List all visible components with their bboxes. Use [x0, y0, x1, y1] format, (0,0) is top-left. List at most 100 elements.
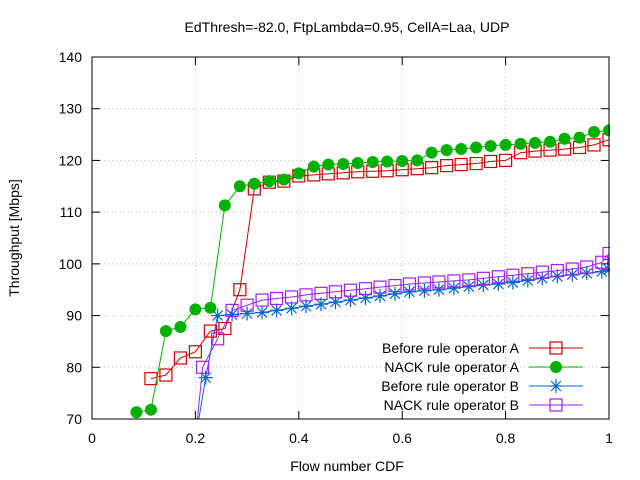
data-point — [446, 281, 461, 296]
data-point — [514, 137, 527, 150]
data-point — [580, 260, 594, 274]
data-point — [284, 301, 299, 316]
data-point — [211, 332, 225, 346]
data-point — [343, 283, 358, 297]
data-point — [476, 271, 490, 285]
y-tick-label: 90 — [66, 308, 82, 324]
legend-item: Before rule operator B — [381, 378, 583, 394]
data-point — [491, 270, 505, 284]
chart-title: EdThresh=-82.0, FtpLambda=0.95, CellA=La… — [185, 19, 510, 35]
data-point — [499, 153, 513, 168]
data-point — [196, 360, 210, 374]
x-axis-label: Flow number CDF — [290, 458, 404, 474]
data-point — [240, 298, 254, 312]
y-tick-label: 100 — [59, 256, 83, 272]
grid-lines — [92, 57, 609, 419]
x-tick-label: 0.6 — [392, 430, 412, 446]
data-point — [351, 157, 364, 170]
series-line — [150, 139, 610, 380]
data-point — [255, 305, 270, 320]
data-point — [402, 284, 417, 299]
data-point — [455, 143, 468, 156]
data-point — [269, 303, 284, 318]
data-point — [299, 288, 313, 302]
data-point — [387, 286, 402, 301]
legend-item: NACK rule operator B — [384, 397, 583, 413]
series-1 — [144, 133, 610, 386]
data-point — [529, 136, 542, 149]
legend-label: NACK rule operator B — [384, 397, 519, 413]
data-point — [558, 132, 571, 145]
legend-marker — [549, 379, 563, 393]
data-point — [402, 277, 417, 291]
data-point — [358, 290, 373, 305]
data-point — [277, 173, 290, 186]
data-point — [506, 268, 520, 282]
data-point — [594, 264, 609, 279]
data-point — [396, 154, 409, 167]
data-point — [381, 155, 394, 168]
legend-label: Before rule operator B — [381, 378, 519, 394]
y-tick-label: 80 — [66, 359, 82, 375]
data-point — [476, 278, 491, 293]
data-point — [535, 265, 549, 279]
series-layer — [130, 124, 610, 419]
plot-frame — [91, 56, 610, 420]
data-point — [307, 160, 320, 173]
data-point — [461, 279, 476, 294]
data-point — [372, 288, 387, 303]
y-tick-label: 120 — [59, 152, 83, 168]
series-2 — [130, 124, 610, 419]
data-point — [603, 124, 610, 137]
data-point — [411, 154, 424, 167]
data-point — [484, 154, 498, 169]
x-tick-label: 0.2 — [186, 430, 206, 446]
data-point — [188, 345, 202, 359]
legend-item: Before rule operator A — [382, 340, 583, 356]
data-point — [240, 306, 255, 321]
legend-marker — [550, 361, 562, 373]
data-point — [343, 293, 358, 308]
data-point — [210, 308, 225, 323]
data-point — [417, 276, 432, 290]
data-point — [218, 199, 231, 212]
data-point — [248, 177, 261, 190]
data-point — [159, 325, 172, 338]
series-line — [196, 253, 610, 419]
data-point — [203, 324, 217, 338]
y-tick-label: 130 — [59, 101, 83, 117]
data-point — [550, 263, 564, 278]
data-point — [587, 138, 601, 152]
data-point — [440, 159, 454, 173]
data-point — [189, 303, 202, 316]
legend: Before rule operator A NACK rule operator… — [381, 340, 583, 413]
y-tick-label: 110 — [60, 204, 83, 220]
axis-ticks: 0 0.2 0.4 0.6 0.8 1 70 80 90 100 110 120 130 140 — [59, 49, 613, 446]
data-point — [454, 157, 468, 172]
data-point — [440, 144, 453, 157]
data-point — [366, 155, 379, 168]
data-point — [314, 286, 328, 300]
data-point — [198, 370, 213, 385]
data-point — [565, 262, 579, 276]
data-point — [462, 273, 476, 287]
data-point — [432, 275, 446, 289]
data-point — [225, 303, 239, 317]
data-point — [425, 146, 438, 159]
data-point — [573, 131, 586, 144]
x-tick-label: 1 — [605, 430, 613, 446]
data-point — [292, 167, 305, 180]
data-point — [431, 282, 446, 297]
data-point — [299, 299, 314, 314]
data-point — [144, 403, 157, 416]
data-point — [358, 282, 373, 296]
data-point — [469, 156, 483, 171]
data-point — [218, 321, 232, 336]
y-tick-label: 70 — [66, 411, 82, 427]
y-tick-label: 140 — [59, 49, 83, 65]
data-point — [263, 175, 276, 188]
data-point — [373, 280, 387, 294]
data-point — [388, 278, 402, 293]
data-point — [328, 295, 343, 310]
data-point — [595, 255, 609, 269]
